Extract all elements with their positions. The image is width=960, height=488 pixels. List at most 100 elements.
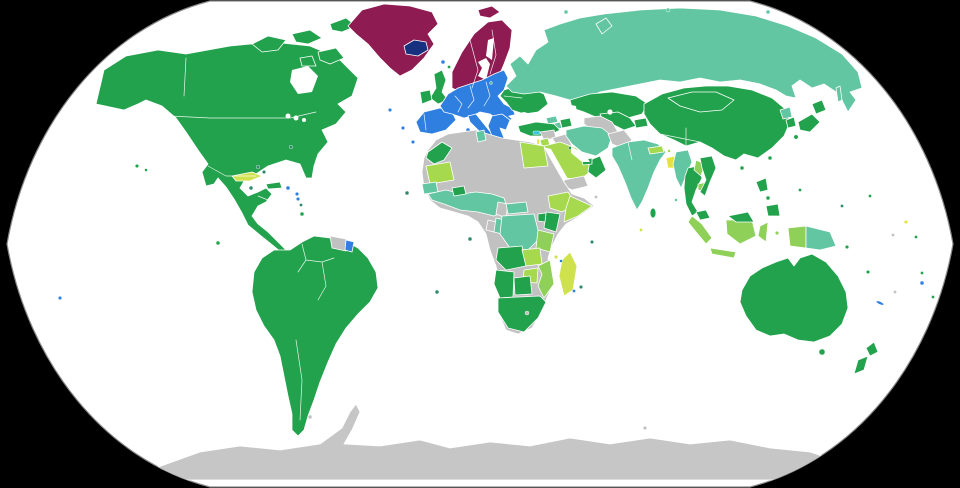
falkland-islands bbox=[307, 414, 313, 420]
kerguelen bbox=[643, 426, 648, 431]
philippines-mindanao bbox=[765, 203, 781, 217]
bhutan bbox=[667, 149, 671, 153]
azores bbox=[388, 107, 393, 112]
andaman-islands bbox=[674, 198, 678, 202]
angola bbox=[495, 245, 527, 271]
cuba bbox=[231, 171, 263, 182]
tasmania bbox=[818, 348, 826, 356]
south-america bbox=[251, 235, 379, 437]
guadeloupe-martinique bbox=[295, 191, 300, 196]
oman bbox=[587, 155, 607, 179]
new-siberian-islands bbox=[765, 9, 771, 15]
kyrgyzstan-tajikistan bbox=[633, 117, 649, 129]
japan-honshu bbox=[797, 113, 821, 133]
tanzania bbox=[535, 229, 555, 253]
svalbard bbox=[477, 5, 501, 19]
comoros bbox=[554, 254, 559, 259]
gulf-of-bothnia bbox=[486, 38, 494, 60]
south-korea bbox=[785, 116, 797, 129]
canadian-arctic-islands bbox=[251, 17, 357, 67]
indonesia-west-papua bbox=[787, 225, 807, 249]
sao-tome bbox=[467, 236, 473, 242]
madeira bbox=[401, 125, 406, 130]
japan-hokkaido bbox=[811, 99, 827, 115]
aral-sea bbox=[607, 109, 613, 115]
indonesia-sumatra bbox=[687, 215, 713, 245]
kaliningrad bbox=[489, 81, 493, 85]
ireland bbox=[419, 89, 433, 105]
novaya-zemlya bbox=[595, 17, 613, 35]
new-caledonia bbox=[876, 300, 884, 306]
reunion bbox=[572, 289, 576, 293]
papua-new-guinea bbox=[805, 225, 837, 251]
pacific-green-dot-2 bbox=[920, 271, 924, 275]
central-african-republic bbox=[505, 201, 529, 215]
mozambique bbox=[537, 259, 555, 299]
puerto-rico bbox=[285, 185, 291, 191]
cyprus bbox=[532, 130, 541, 135]
sakhalin bbox=[835, 85, 843, 103]
guadeloupe-martinique-2 bbox=[296, 196, 301, 201]
shetland bbox=[447, 65, 451, 69]
canary-islands bbox=[411, 139, 416, 144]
pacific-gray-dot-2 bbox=[893, 290, 897, 294]
malaysia-borneo bbox=[727, 211, 755, 223]
lesotho bbox=[524, 310, 530, 316]
north-korea bbox=[779, 106, 793, 120]
greenland bbox=[347, 3, 439, 77]
baltic-sea bbox=[478, 58, 490, 80]
galapagos bbox=[215, 240, 221, 246]
mauritania bbox=[425, 161, 455, 185]
pacific-green-dot-1 bbox=[914, 235, 918, 239]
south-africa bbox=[497, 295, 547, 333]
vietnam bbox=[699, 155, 717, 197]
lesser-antilles-south bbox=[299, 203, 303, 207]
mauritius bbox=[579, 285, 584, 290]
french-guiana bbox=[344, 239, 355, 253]
philippines-luzon bbox=[755, 177, 769, 193]
hispaniola bbox=[265, 181, 283, 190]
socotra bbox=[594, 195, 598, 199]
cape-verde bbox=[404, 190, 410, 196]
guam bbox=[798, 188, 802, 192]
japan-kyushu bbox=[793, 134, 799, 140]
faroe-islands bbox=[440, 59, 446, 65]
uganda bbox=[537, 212, 547, 223]
maldives bbox=[639, 228, 643, 232]
sri-lanka bbox=[649, 207, 657, 219]
hawaii-2 bbox=[144, 168, 148, 172]
mayotte bbox=[559, 259, 563, 263]
bahamas-2 bbox=[262, 169, 267, 174]
iran bbox=[565, 125, 613, 157]
somalia bbox=[563, 195, 593, 223]
taiwan bbox=[767, 155, 773, 161]
mongolia bbox=[667, 91, 735, 113]
kazakhstan bbox=[569, 91, 649, 119]
botswana bbox=[513, 275, 533, 296]
malaysia-peninsula bbox=[695, 209, 711, 221]
north-america bbox=[95, 41, 359, 253]
hudson-bay bbox=[290, 66, 318, 94]
burkina-faso bbox=[451, 185, 467, 197]
iceland bbox=[403, 39, 429, 57]
georgia bbox=[545, 115, 559, 125]
hainan bbox=[739, 165, 745, 171]
antarctica bbox=[139, 403, 861, 481]
tunisia bbox=[475, 129, 487, 143]
pacific-green-dot-3 bbox=[931, 295, 935, 299]
indonesia-sulawesi bbox=[757, 221, 769, 243]
vanuatu bbox=[866, 270, 871, 275]
micronesia-dot bbox=[840, 204, 844, 208]
bahamas bbox=[256, 164, 261, 169]
bermuda bbox=[289, 144, 294, 149]
trinidad bbox=[299, 211, 305, 217]
philippines-visayas bbox=[765, 195, 771, 201]
jamaica bbox=[248, 185, 254, 191]
seychelles bbox=[590, 239, 595, 244]
australia bbox=[739, 253, 849, 343]
great-lake-1 bbox=[285, 113, 291, 119]
severnaya-zemlya bbox=[665, 7, 671, 13]
kenya bbox=[543, 211, 561, 233]
st-helena bbox=[434, 289, 440, 295]
